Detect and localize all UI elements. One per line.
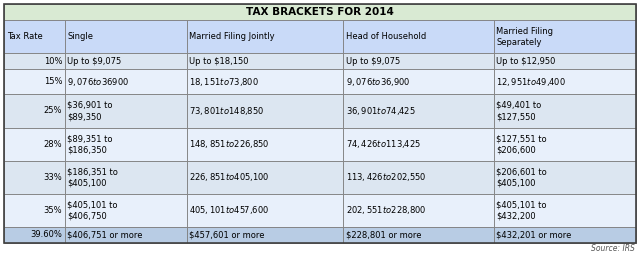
Bar (4, 4, 636, 20)
Bar (343, 20, 493, 53)
Text: 28%: 28% (44, 140, 62, 149)
Bar (4, 161, 65, 194)
Text: TAX BRACKETS FOR 2014: TAX BRACKETS FOR 2014 (246, 7, 394, 17)
Text: 10%: 10% (44, 57, 62, 66)
Text: $405,101 to
$432,200: $405,101 to $432,200 (496, 200, 547, 221)
Bar (187, 161, 343, 194)
Text: 33%: 33% (44, 173, 62, 182)
Bar (493, 127, 636, 161)
Bar (493, 69, 636, 94)
Bar (65, 69, 187, 94)
Bar (4, 127, 65, 161)
Bar (343, 69, 493, 94)
Bar (343, 94, 493, 127)
Text: 15%: 15% (44, 77, 62, 86)
Bar (187, 94, 343, 127)
Text: $127,551 to
$206,600: $127,551 to $206,600 (496, 134, 547, 154)
Text: $457,601 or more: $457,601 or more (189, 231, 265, 240)
Bar (187, 20, 343, 53)
Bar (65, 53, 187, 69)
Bar (4, 69, 65, 94)
Bar (187, 127, 343, 161)
Text: $113,426 to $202,550: $113,426 to $202,550 (346, 171, 426, 183)
Text: $36,901 to
$89,350: $36,901 to $89,350 (67, 101, 113, 121)
Text: 25%: 25% (44, 106, 62, 115)
Text: $49,401 to
$127,550: $49,401 to $127,550 (496, 101, 541, 121)
Bar (343, 127, 493, 161)
Bar (187, 53, 343, 69)
Bar (65, 20, 187, 53)
Text: Up to $12,950: Up to $12,950 (496, 57, 556, 66)
Bar (343, 194, 493, 227)
Text: $226,851 to $405,100: $226,851 to $405,100 (189, 171, 270, 183)
Bar (65, 227, 187, 243)
Bar (65, 194, 187, 227)
Bar (493, 20, 636, 53)
Bar (493, 227, 636, 243)
Text: $406,751 or more: $406,751 or more (67, 231, 143, 240)
Text: $405,101 to $457,600: $405,101 to $457,600 (189, 204, 269, 216)
Text: Up to $9,075: Up to $9,075 (346, 57, 400, 66)
Bar (187, 194, 343, 227)
Bar (493, 94, 636, 127)
Text: Head of Household: Head of Household (346, 32, 426, 41)
Text: Up to $18,150: Up to $18,150 (189, 57, 249, 66)
Text: $89,351 to
$186,350: $89,351 to $186,350 (67, 134, 113, 154)
Bar (343, 53, 493, 69)
Text: Up to $9,075: Up to $9,075 (67, 57, 122, 66)
Text: $228,801 or more: $228,801 or more (346, 231, 421, 240)
Text: $18,151 to $73,800: $18,151 to $73,800 (189, 76, 259, 88)
Text: 39.60%: 39.60% (31, 231, 62, 240)
Text: 35%: 35% (44, 206, 62, 215)
Text: $74,426 to $113,425: $74,426 to $113,425 (346, 138, 421, 150)
Text: $202,551 to $228,800: $202,551 to $228,800 (346, 204, 426, 216)
Bar (187, 227, 343, 243)
Text: Married Filing
Separately: Married Filing Separately (496, 27, 553, 47)
Text: $9,076 to $36,900: $9,076 to $36,900 (346, 76, 410, 88)
Text: $186,351 to
$405,100: $186,351 to $405,100 (67, 167, 118, 187)
Text: $206,601 to
$405,100: $206,601 to $405,100 (496, 167, 547, 187)
Bar (493, 53, 636, 69)
Bar (4, 20, 65, 53)
Bar (4, 94, 65, 127)
Text: $148,851 to $226,850: $148,851 to $226,850 (189, 138, 270, 150)
Bar (65, 127, 187, 161)
Text: $12,951 to $49,400: $12,951 to $49,400 (496, 76, 566, 88)
Bar (493, 194, 636, 227)
Text: $9,076 to $36900: $9,076 to $36900 (67, 76, 129, 88)
Bar (493, 161, 636, 194)
Text: $36,901 to $74,425: $36,901 to $74,425 (346, 105, 416, 117)
Bar (65, 94, 187, 127)
Bar (4, 194, 65, 227)
Text: $73,801 to $148,850: $73,801 to $148,850 (189, 105, 264, 117)
Text: Source: IRS: Source: IRS (591, 244, 635, 253)
Bar (343, 161, 493, 194)
Bar (4, 227, 65, 243)
Text: Tax Rate: Tax Rate (6, 32, 42, 41)
Text: Single: Single (67, 32, 93, 41)
Text: $432,201 or more: $432,201 or more (496, 231, 572, 240)
Text: $405,101 to
$406,750: $405,101 to $406,750 (67, 200, 118, 221)
Text: Married Filing Jointly: Married Filing Jointly (189, 32, 275, 41)
Bar (65, 161, 187, 194)
Bar (187, 69, 343, 94)
Bar (343, 227, 493, 243)
Bar (4, 53, 65, 69)
